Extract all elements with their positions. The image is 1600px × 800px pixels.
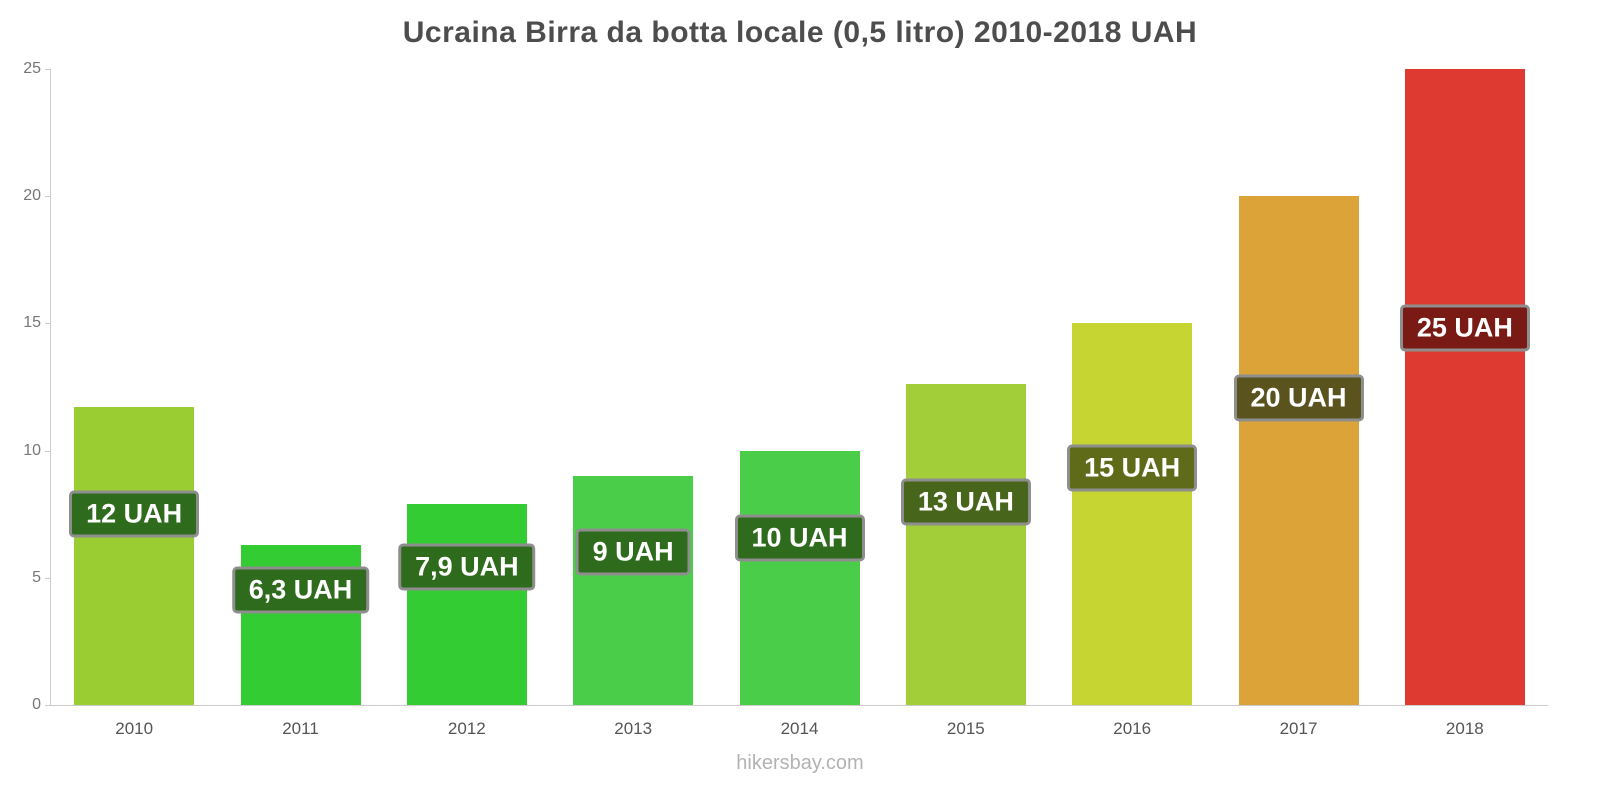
value-label-2015: 13 UAH — [900, 478, 1031, 526]
y-tick-15: 15 — [23, 314, 41, 332]
bar-2012 — [406, 504, 527, 705]
y-tick-mark-0 — [45, 705, 51, 706]
value-label-2014: 10 UAH — [734, 514, 865, 562]
y-tick-10: 10 — [23, 441, 41, 459]
source-watermark: hikersbay.com — [736, 752, 864, 774]
x-tick-2015: 2015 — [946, 719, 985, 738]
x-tick-2017: 2017 — [1279, 719, 1318, 738]
value-label-2011: 6,3 UAH — [231, 566, 370, 614]
value-label-2016: 15 UAH — [1067, 444, 1198, 492]
y-tick-20: 20 — [23, 187, 41, 205]
value-label-2010: 12 UAH — [69, 490, 200, 538]
x-tick-2012: 2012 — [447, 719, 486, 738]
x-tick-2011: 2011 — [282, 719, 319, 738]
y-tick-25: 25 — [23, 60, 41, 77]
plot-area: 0 5 10 15 20 25 12 UAH 2010 6,3 UAH 2011 7,9 UAH 20… — [23, 60, 1548, 738]
y-tick-mark-10 — [45, 450, 51, 452]
x-tick-2018: 2018 — [1445, 719, 1484, 738]
x-tick-2016: 2016 — [1113, 719, 1152, 738]
bar-2016 — [1072, 323, 1193, 705]
y-tick-mark-5 — [45, 577, 51, 579]
value-label-2013: 9 UAH — [575, 528, 691, 576]
x-tick-2010: 2010 — [115, 719, 154, 738]
x-tick-2013: 2013 — [614, 719, 653, 738]
bar-2014 — [739, 450, 860, 705]
bar-2018 — [1404, 69, 1525, 705]
value-label-2018: 25 UAH — [1399, 304, 1530, 352]
bar-2013 — [573, 476, 694, 705]
x-tick-2014: 2014 — [780, 719, 819, 738]
y-tick-mark-15 — [45, 323, 51, 325]
y-tick-mark-25 — [45, 69, 51, 70]
value-label-2012: 7,9 UAH — [398, 543, 536, 591]
y-tick-5: 5 — [32, 568, 41, 586]
y-tick-0: 0 — [32, 696, 41, 713]
value-label-2017: 20 UAH — [1233, 374, 1364, 422]
bar-2015 — [905, 384, 1026, 705]
bar-2017 — [1238, 196, 1359, 705]
bar-2010 — [74, 407, 195, 705]
chart-title: Ucraina Birra da botta locale (0,5 litro… — [402, 16, 1198, 49]
y-tick-mark-20 — [45, 196, 51, 198]
